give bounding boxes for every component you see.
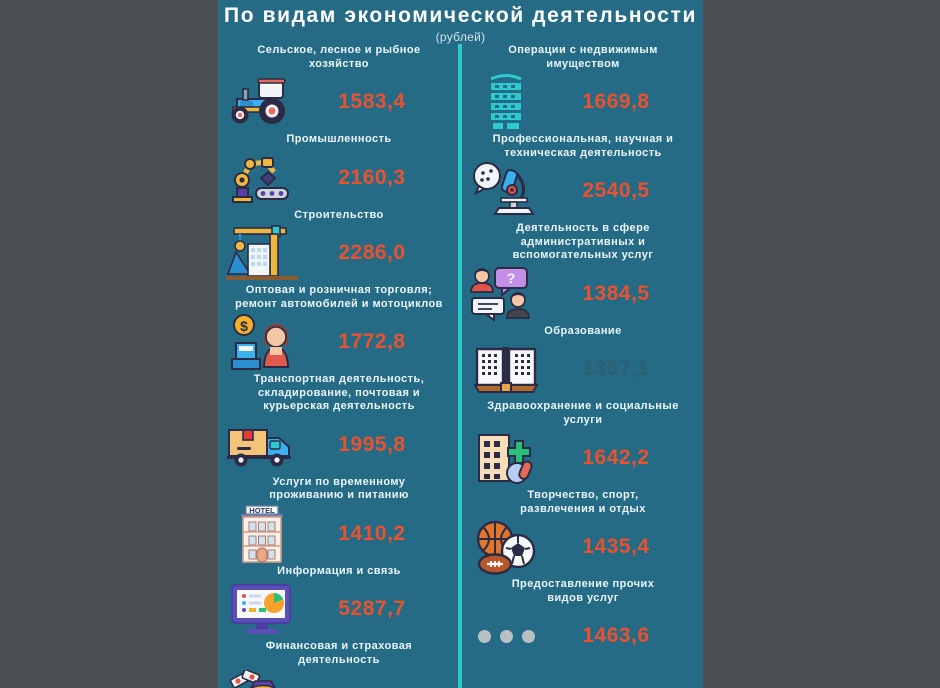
svg-text:?: ? — [507, 270, 516, 286]
item-label-line1: Профессиональная, научная и — [492, 133, 674, 145]
item-label-line1: Деятельность в сфере — [516, 222, 650, 234]
item-value: 2843,1 — [302, 686, 456, 688]
hospital-icon — [466, 427, 546, 489]
infographic-pane: По видам экономической деятельности (руб… — [218, 0, 703, 688]
item-label-line1: Здравоохранение и социальные — [487, 400, 679, 412]
list-item: Строительство — [222, 209, 456, 285]
item-label-line2: проживанию и питанию — [269, 489, 409, 501]
list-item: Информация и связь — [222, 565, 456, 641]
list-item: Деятельность в сфере административных и … — [466, 222, 700, 325]
item-label-line1: Транспортная деятельность, — [253, 373, 425, 385]
item-label-line2: развлечения и отдых — [520, 502, 646, 515]
item-label-line3: вспомогательных услуг — [512, 249, 654, 261]
list-item: Промышленность — [222, 133, 456, 209]
item-label-line1: Строительство — [294, 208, 384, 221]
page-subtitle: (рублей) — [435, 30, 486, 44]
cashier-icon: $ — [222, 311, 302, 373]
microscope-icon — [466, 160, 546, 222]
monitor-chart-icon — [222, 578, 302, 640]
list-item: Транспортная деятельность, складирование… — [222, 373, 456, 476]
page-title: По видам экономической деятельности — [224, 4, 697, 27]
list-item: Здравоохранение и социальные услуги — [466, 400, 700, 489]
loading-dots-placeholder — [466, 605, 546, 667]
item-value: 1583,4 — [338, 90, 406, 113]
item-label-line2: хозяйство — [309, 57, 369, 70]
support-chat-icon: ? — [466, 263, 546, 325]
item-label-line1: Предоставление прочих — [511, 578, 655, 590]
list-item: Профессиональная, научная и техническая … — [466, 133, 700, 222]
svg-text:HOTEL: HOTEL — [249, 506, 275, 515]
sports-balls-icon — [466, 516, 546, 578]
item-value: 1463,6 — [582, 624, 650, 647]
item-label-line2: видов услуг — [547, 591, 619, 604]
item-label-line2: техническая деятельность — [504, 146, 662, 159]
item-label-line2: деятельность — [298, 653, 380, 666]
list-item: Сельское, лесное и рыбное хозяйство — [222, 44, 456, 133]
item-value: 1384,5 — [582, 281, 650, 305]
columns-container: Сельское, лесное и рыбное хозяйство — [218, 44, 703, 688]
hotel-icon: HOTEL — [222, 503, 302, 565]
dot-1 — [477, 629, 491, 643]
item-value: 1669,8 — [582, 90, 650, 113]
building-icon — [466, 71, 546, 133]
item-label-line1: Оптовая и розничная торговля; — [245, 284, 433, 296]
list-item: Образование — [466, 325, 700, 401]
robot-arm-icon — [222, 147, 302, 209]
list-item: Оптовая и розничная торговля; ремонт авт… — [222, 284, 456, 373]
svg-text:$: $ — [240, 318, 248, 334]
item-value: 1357,1 — [582, 357, 650, 380]
item-value: 1410,2 — [338, 521, 406, 545]
list-item: Операции с недвижимым имуществом — [466, 44, 700, 133]
item-label-line1: Промышленность — [286, 133, 392, 145]
construction-crane-icon — [222, 222, 302, 284]
dot-2 — [499, 629, 513, 643]
money-bag-icon: $ — [222, 667, 302, 688]
header: По видам экономической деятельности (руб… — [218, 0, 703, 44]
item-value: 2160,3 — [338, 165, 406, 189]
item-label-line1: Сельское, лесное и рыбное — [257, 44, 421, 56]
list-item: Финансовая и страховая деятельность — [222, 640, 456, 688]
list-item: Услуги по временному проживанию и питани… — [222, 476, 456, 565]
item-label-line3: курьерская деятельность — [263, 400, 415, 412]
item-label-line2: ремонт автомобилей и мотоциклов — [235, 297, 443, 310]
item-value: 1435,4 — [582, 535, 650, 558]
item-label-line1: Творчество, спорт, — [527, 489, 639, 501]
delivery-truck-icon — [222, 414, 302, 476]
item-label-line1: Информация и связь — [277, 564, 401, 577]
item-label-line2: складирование, почтовая и — [257, 386, 421, 399]
item-value: 2540,5 — [582, 179, 650, 202]
left-column: Сельское, лесное и рыбное хозяйство — [222, 44, 456, 688]
list-item: Творчество, спорт, развлечения и отдых — [466, 489, 700, 578]
item-label-line1: Услуги по временному — [272, 475, 406, 488]
right-column: Операции с недвижимым имуществом — [466, 44, 700, 667]
item-label-line1: Финансовая и страховая — [265, 640, 413, 652]
tractor-icon — [222, 71, 302, 133]
open-book-icon — [466, 338, 546, 400]
item-label-line2: административных и — [520, 235, 646, 248]
item-value: 1642,2 — [582, 446, 650, 469]
item-label-line2: услуги — [563, 413, 603, 426]
item-label-line1: Операции с недвижимым — [508, 44, 658, 56]
list-item: Предоставление прочих видов услуг 1463,6 — [466, 578, 700, 667]
item-value: 1772,8 — [338, 330, 406, 353]
dot-3 — [521, 629, 535, 643]
item-value: 2286,0 — [338, 241, 406, 264]
item-label-line2: имуществом — [546, 57, 620, 70]
item-label-line1: Образование — [544, 324, 622, 337]
column-divider — [458, 44, 462, 688]
item-value: 1995,8 — [338, 432, 406, 456]
item-value: 5287,7 — [338, 597, 406, 620]
